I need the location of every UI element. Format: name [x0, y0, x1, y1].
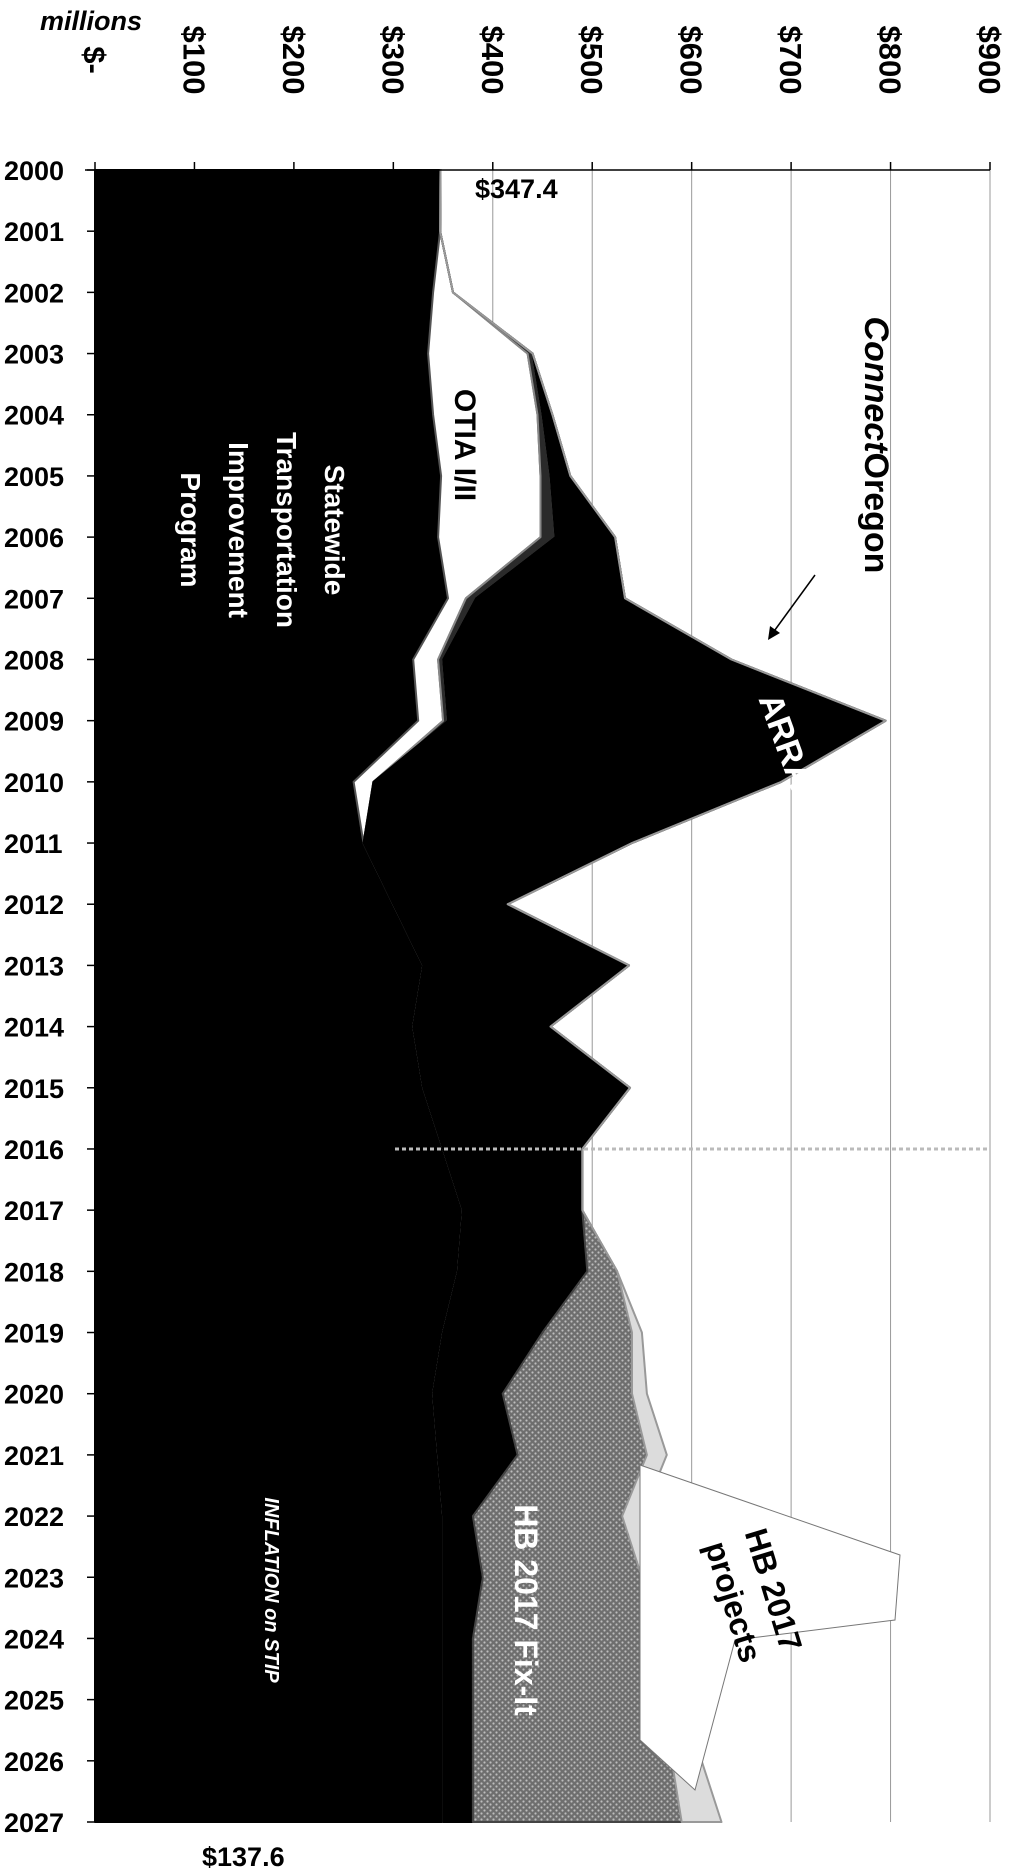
year-tick-label: 2017 — [4, 1196, 64, 1226]
year-tick-label: 2012 — [4, 890, 64, 920]
stip-label-line-1: Statewide — [319, 465, 350, 596]
annotations: millions $347.4 $137.6 OTIA I/II Connect… — [40, 6, 901, 1872]
year-tick-label: 2023 — [4, 1563, 64, 1593]
value-tick-label: $400 — [475, 26, 510, 95]
connectoregon-arrow — [771, 574, 816, 635]
value-tick-label: $500 — [574, 26, 609, 95]
year-tick-label: 2001 — [4, 217, 64, 247]
value-tick-label: $700 — [773, 26, 808, 95]
year-tick-label: 2024 — [4, 1624, 64, 1654]
year-tick-label: 2025 — [4, 1686, 64, 1716]
end-value-label: $137.6 — [202, 1842, 285, 1872]
year-tick-label: 2015 — [4, 1074, 64, 1104]
year-tick-label: 2022 — [4, 1502, 64, 1532]
value-tick-label: $300 — [375, 26, 410, 95]
stip-label-line-4: Program — [175, 472, 206, 587]
year-tick-label: 2002 — [4, 278, 64, 308]
fixit-label: HB 2017 Fix-It — [508, 1504, 544, 1716]
year-tick-label: 2008 — [4, 645, 64, 675]
projects-callout — [639, 1464, 901, 1791]
value-tick-label: $600 — [674, 26, 709, 95]
year-tick-label: 2019 — [4, 1319, 64, 1349]
year-tick-label: 2009 — [4, 707, 64, 737]
year-tick-label: 2004 — [4, 401, 64, 431]
value-tick-label: $200 — [276, 26, 311, 95]
connectoregon-label-plain: Oregon — [857, 453, 895, 574]
stip-label-line-2: Transportation — [271, 432, 302, 628]
connectoregon-arrow-head — [768, 626, 780, 640]
otia-label: OTIA I/II — [448, 389, 481, 501]
value-tick-label: $800 — [873, 26, 908, 95]
year-tick-label: 2016 — [4, 1135, 64, 1165]
start-value-label: $347.4 — [475, 174, 558, 204]
year-tick-label: 2007 — [4, 584, 64, 614]
year-tick-label: 2014 — [4, 1013, 64, 1043]
year-tick-label: 2013 — [4, 951, 64, 981]
year-tick-label: 2006 — [4, 523, 64, 553]
stip-label: Statewide Transportation Improvement Pro… — [175, 432, 350, 628]
units-label: millions — [40, 6, 142, 36]
year-tick-label: 2021 — [4, 1441, 64, 1471]
year-tick-label: 2027 — [4, 1808, 64, 1838]
connectoregon-label: ConnectOregon — [857, 317, 895, 574]
year-tick-label: 2005 — [4, 462, 64, 492]
year-tick-label: 2003 — [4, 340, 64, 370]
stip-label-line-3: Improvement — [223, 442, 254, 618]
year-tick-label: 2000 — [4, 156, 64, 186]
projects-label: HB 2017 projects — [639, 1464, 901, 1791]
year-tick-label: 2010 — [4, 768, 64, 798]
area-series-5 — [439, 169, 887, 1823]
year-tick-label: 2026 — [4, 1747, 64, 1777]
year-tick-label: 2018 — [4, 1257, 64, 1287]
inflation-label: INFLATION on STIP — [260, 1497, 282, 1683]
year-tick-label: 2011 — [4, 829, 63, 859]
year-tick-label: 2020 — [4, 1380, 64, 1410]
value-tick-label: $100 — [176, 26, 211, 95]
axes: $- $100 $200 $300 $400 $500 $600 $700 $800 $900 20… — [4, 26, 1007, 1838]
value-tick-label: $- — [77, 46, 112, 74]
connectoregon-label-italic: Connect — [857, 317, 895, 455]
value-tick-label: $900 — [972, 26, 1007, 95]
